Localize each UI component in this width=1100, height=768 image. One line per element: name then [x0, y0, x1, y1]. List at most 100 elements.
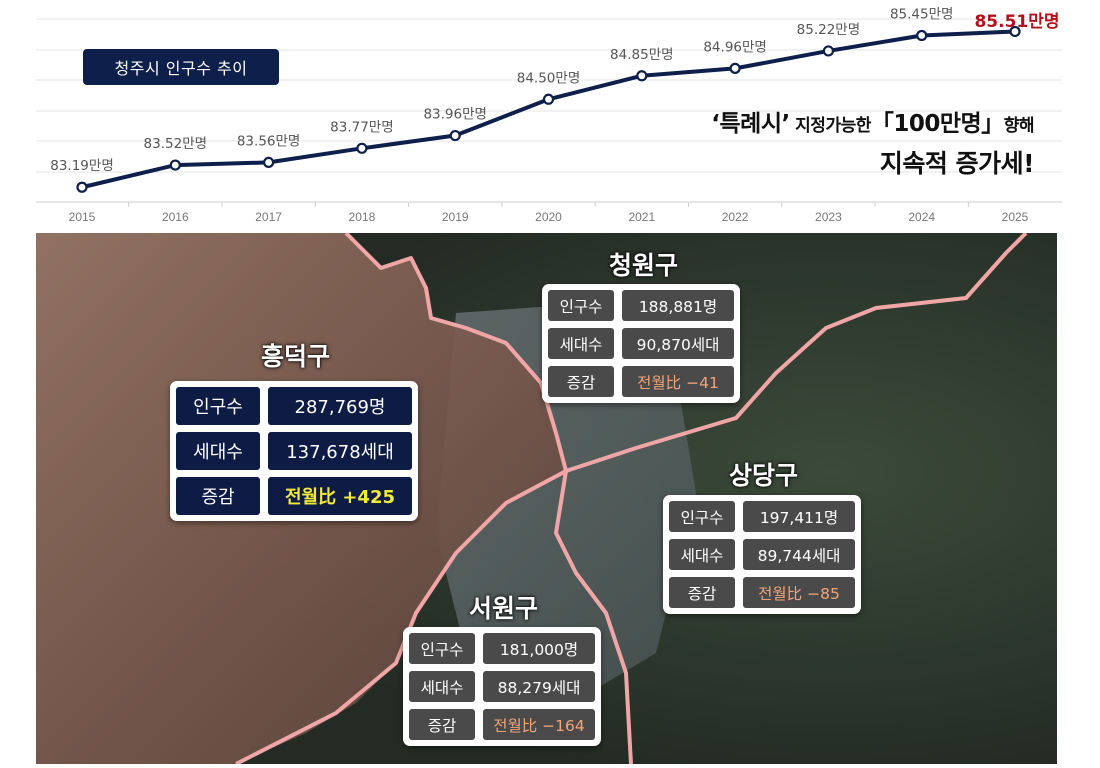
slogan-open-quote: ‘ [711, 111, 720, 137]
stats-row-population: 인구수 287,769명 [176, 387, 412, 425]
district-stats-heungdeok: 인구수 287,769명 세대수 137,678세대 증감 전월比 +425 [170, 381, 418, 521]
population-label: 인구수 [548, 290, 614, 321]
change-label: 증감 [409, 709, 475, 740]
change-label: 증감 [669, 577, 735, 608]
change-label: 증감 [176, 477, 260, 515]
change-value: 전월比 −41 [622, 366, 734, 397]
data-label-latest: 85.51만명 [974, 12, 1059, 32]
data-label: 85.22만명 [797, 22, 861, 38]
data-label: 83.56만명 [237, 133, 301, 149]
data-point [822, 45, 835, 57]
data-point [263, 156, 275, 168]
data-label: 84.50만명 [517, 70, 581, 86]
district-stats-cheongwon: 인구수 188,881명 세대수 90,870세대 증감 전월比 −41 [542, 284, 740, 403]
population-line-chart: 2015 2016 2017 2018 2019 2020 2021 2022 2023 2024… [36, 7, 1062, 224]
district-name-sangdang: 상당구 [729, 461, 799, 490]
population-label: 인구수 [409, 633, 475, 664]
boundary-center-southwest [235, 469, 567, 764]
slogan-toward: 향해 [1003, 116, 1035, 136]
households-label: 세대수 [409, 671, 475, 702]
chart-title-badge: 청주시 인구수 추이 [83, 49, 279, 85]
district-map: 흥덕구 인구수 287,769명 세대수 137,678세대 증감 전월比 +4… [36, 233, 1057, 764]
households-label: 세대수 [669, 539, 735, 570]
stats-row-households: 세대수 137,678세대 [176, 432, 412, 470]
x-tick-label: 2020 [535, 210, 562, 224]
change-label: 증감 [548, 366, 614, 397]
slogan-close-quote: ’ [781, 111, 791, 137]
x-tick-label: 2019 [442, 210, 469, 224]
stats-row-change: 증감 전월比 −85 [669, 577, 855, 608]
stats-row-households: 세대수 90,870세대 [548, 328, 734, 359]
stats-row-change: 증감 전월比 +425 [176, 477, 412, 515]
population-label: 인구수 [669, 501, 735, 532]
slogan: ‘특례시’ 지정가능한「100만명」향해 지속적 증가세! [711, 104, 1034, 180]
district-stats-seowon: 인구수 181,000명 세대수 88,279세대 증감 전월比 −164 [403, 627, 601, 746]
x-tick-label: 2022 [722, 210, 749, 224]
slogan-line-2: 지속적 증가세! [879, 149, 1035, 178]
chart-title: 청주시 인구수 추이 [114, 59, 248, 78]
x-tick-label: 2016 [162, 210, 189, 224]
slogan-bracket-open: 「 [870, 111, 894, 137]
change-value: 전월比 −164 [483, 709, 595, 740]
stats-row-population: 인구수 188,881명 [548, 290, 734, 321]
x-tick-label: 2017 [255, 210, 282, 224]
population-value: 197,411명 [743, 501, 855, 532]
x-tick-label: 2018 [349, 210, 376, 224]
data-point [76, 181, 88, 193]
stats-row-population: 인구수 197,411명 [669, 501, 855, 532]
population-value: 287,769명 [268, 387, 412, 425]
slogan-bracket-close: 」 [981, 111, 1004, 137]
data-point [169, 159, 181, 171]
population-value: 188,881명 [622, 290, 734, 321]
households-value: 90,870세대 [622, 328, 734, 359]
population-value: 181,000명 [483, 633, 595, 664]
data-point [916, 29, 928, 42]
households-value: 89,744세대 [743, 539, 855, 570]
x-tick-label: 2021 [628, 210, 655, 224]
boundary-center-south [554, 470, 633, 764]
data-label: 84.85만명 [610, 47, 674, 63]
data-point [449, 129, 461, 142]
data-label: 83.52만명 [144, 136, 208, 152]
district-name-cheongwon: 청원구 [609, 251, 679, 280]
data-label: 83.19만명 [50, 158, 114, 174]
households-label: 세대수 [548, 328, 614, 359]
district-name-seowon: 서원구 [469, 594, 539, 623]
x-tick-label: 2015 [69, 210, 96, 224]
data-point [356, 142, 368, 154]
households-value: 88,279세대 [483, 671, 595, 702]
data-label: 85.45만명 [890, 7, 954, 23]
boundary-heungdeok-north [344, 233, 568, 472]
x-tick-label: 2023 [815, 210, 842, 224]
stats-row-population: 인구수 181,000명 [409, 633, 595, 664]
change-value: 전월比 −85 [743, 577, 855, 608]
stats-row-households: 세대수 88,279세대 [409, 671, 595, 702]
x-axis-ticks: 2015 2016 2017 2018 2019 2020 2021 2022 2023 2024… [69, 202, 1029, 224]
households-label: 세대수 [176, 432, 260, 470]
slogan-possible: 지정가능한 [789, 116, 871, 136]
district-stats-sangdang: 인구수 197,411명 세대수 89,744세대 증감 전월比 −85 [663, 495, 861, 614]
district-name-heungdeok: 흥덕구 [261, 342, 331, 371]
data-label: 84.96만명 [703, 39, 767, 55]
district-boundaries [235, 233, 1028, 764]
data-point [1009, 25, 1021, 38]
households-value: 137,678세대 [268, 432, 412, 470]
x-tick-label: 2025 [1002, 210, 1029, 224]
data-labels: 83.19만명 83.52만명 83.56만명 83.77만명 83.96만명 84.50… [50, 7, 1059, 175]
change-value: 전월比 +425 [268, 477, 412, 515]
data-points [76, 25, 1021, 193]
data-label: 83.96만명 [423, 107, 487, 123]
stats-row-change: 증감 전월比 −164 [409, 709, 595, 740]
stats-row-change: 증감 전월比 −41 [548, 366, 734, 397]
data-point [729, 62, 741, 75]
slogan-special-city: 특례시 [719, 111, 782, 137]
data-label: 83.77만명 [330, 119, 394, 135]
boundary-center-northeast [565, 233, 1028, 473]
slogan-line-1: ‘특례시’ 지정가능한「100만명」향해 [711, 104, 1034, 138]
data-point [636, 70, 648, 82]
population-label: 인구수 [176, 387, 260, 425]
slogan-million: 100만명 [893, 111, 982, 137]
x-tick-label: 2024 [908, 210, 935, 224]
stats-row-households: 세대수 89,744세대 [669, 539, 855, 570]
data-point [542, 93, 555, 105]
